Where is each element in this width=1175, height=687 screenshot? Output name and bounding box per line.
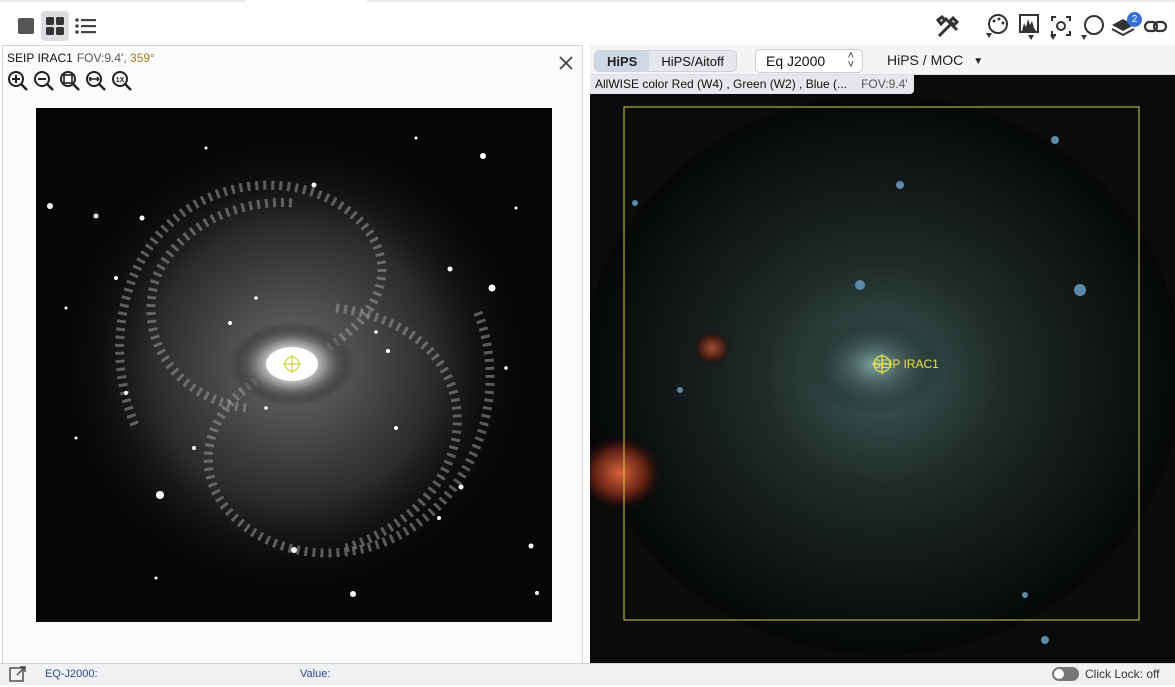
expand-button[interactable] — [9, 666, 27, 687]
hips-survey-name: AllWISE color Red (W4) , Green (W2) , Bl… — [595, 77, 848, 91]
zoom-in-icon — [8, 71, 28, 91]
select-updown-icon: ˄ ˅ — [847, 50, 854, 71]
coord-system-value: Eq J2000 — [766, 53, 826, 69]
close-icon — [559, 56, 573, 70]
list-view-button[interactable] — [72, 11, 100, 41]
zoom-fill-button[interactable] — [85, 70, 107, 92]
color-palette-button[interactable] — [983, 12, 1013, 42]
zoom-in-button[interactable] — [7, 70, 29, 92]
hips-moc-label: HiPS / MOC — [887, 52, 964, 68]
right-hips-viewer: SEIP IRAC1 HiPS HiPS/Aitoff Eq J2000 ˄ ˅ … — [590, 45, 1175, 685]
link-button[interactable] — [1141, 12, 1171, 42]
right-view-fov: FOV:9.4' — [861, 77, 908, 91]
click-lock-control[interactable]: Click Lock: off — [1052, 667, 1159, 681]
single-view-button[interactable] — [12, 11, 40, 41]
svg-text:1X: 1X — [116, 77, 125, 84]
zoom-out-button[interactable] — [33, 70, 55, 92]
stretch-histogram-button[interactable] — [1015, 12, 1045, 42]
left-view-rotation: 359° — [130, 51, 155, 65]
grid-view-button[interactable] — [41, 11, 69, 41]
hips-sky-image[interactable]: SEIP IRAC1 — [590, 75, 1175, 665]
footprint-label: SEIP IRAC1 — [873, 357, 939, 371]
layers-count-badge: 2 — [1127, 12, 1142, 27]
tab-hips[interactable]: HiPS — [595, 51, 650, 71]
zoom-fit-icon — [60, 71, 80, 91]
close-view-button[interactable] — [557, 54, 575, 72]
dropdown-triangle-icon: ▼ — [973, 55, 984, 67]
external-open-icon — [9, 666, 26, 682]
stretch-histogram-icon — [1019, 14, 1039, 40]
left-view-name: SEIP IRAC1 — [7, 51, 73, 65]
value-readout-label: Value: — [300, 668, 331, 680]
click-lock-label: Click Lock: off — [1085, 667, 1160, 681]
left-image-viewer: SEIP IRAC1 FOV:9.4', 359° 1X — [2, 45, 583, 665]
projection-tabs: HiPS HiPS/Aitoff — [594, 50, 737, 72]
zoom-fill-icon — [86, 71, 106, 91]
coord-readout-label: EQ-J2000: — [45, 668, 98, 680]
hips-toolbar: HiPS HiPS/Aitoff Eq J2000 ˄ ˅ HiPS / MOC ▼ — [590, 45, 1175, 75]
hips-info-label: AllWISE color Red (W4) , Green (W2) , Bl… — [590, 75, 914, 94]
color-palette-icon — [986, 14, 1008, 38]
left-view-title: SEIP IRAC1 FOV:9.4', 359° — [7, 51, 155, 65]
coord-system-select[interactable]: Eq J2000 ˄ ˅ — [755, 49, 863, 73]
main-toolbar: 2 — [0, 2, 1175, 46]
link-icon — [1143, 20, 1168, 33]
zoom-out-icon — [34, 71, 54, 91]
allwise-color-render: SEIP IRAC1 — [590, 75, 1175, 665]
galaxy-image-irac1[interactable] — [36, 108, 552, 622]
click-lock-toggle[interactable] — [1052, 667, 1079, 681]
recenter-button[interactable] — [1047, 12, 1077, 42]
selection-button[interactable] — [1078, 12, 1108, 42]
tab-hips-aitoff[interactable]: HiPS/Aitoff — [661, 54, 724, 69]
recenter-icon — [1050, 16, 1071, 40]
selection-lasso-icon — [1081, 15, 1104, 40]
grid-view-icon — [46, 17, 64, 35]
galaxy-grayscale-render — [47, 129, 539, 599]
hips-moc-menu[interactable]: HiPS / MOC ▼ — [887, 52, 983, 68]
tools-icon — [935, 15, 960, 38]
zoom-1x-button[interactable]: 1X — [111, 70, 133, 92]
zoom-fit-button[interactable] — [59, 70, 81, 92]
single-view-icon — [18, 18, 34, 34]
status-bar: EQ-J2000: Value: Click Lock: off — [0, 663, 1175, 685]
left-view-fov: FOV:9.4', — [76, 51, 127, 65]
zoom-controls: 1X — [7, 70, 133, 92]
zoom-1x-icon: 1X — [112, 71, 132, 91]
top-strip — [0, 0, 1175, 2]
tools-button[interactable] — [933, 12, 963, 42]
list-view-icon — [75, 18, 96, 34]
